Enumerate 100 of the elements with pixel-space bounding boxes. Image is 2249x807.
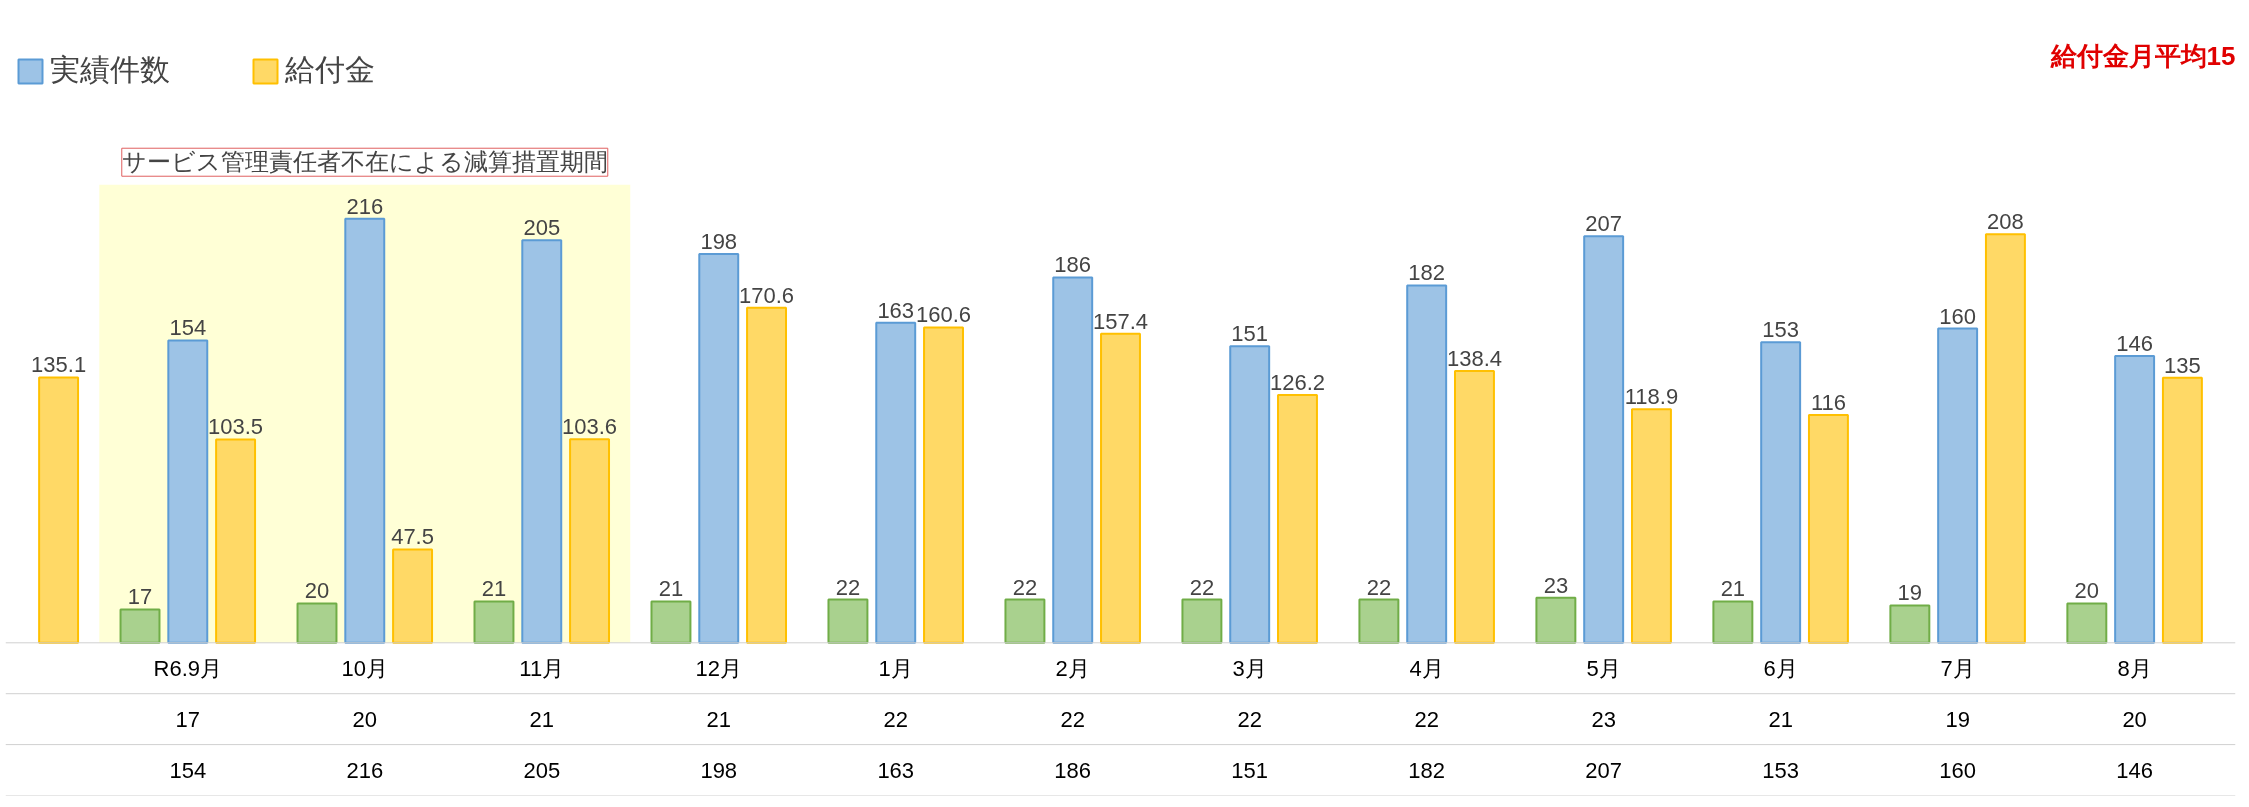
bar — [1358, 598, 1400, 644]
bar — [1181, 598, 1223, 644]
bar — [746, 306, 787, 644]
x-tick-label: 5月 — [1586, 655, 1621, 681]
bar — [296, 602, 338, 644]
bar — [38, 376, 80, 644]
bar — [1100, 332, 1141, 644]
text: 153 — [1762, 317, 1800, 343]
text: 198 — [700, 228, 738, 254]
text: 17 — [127, 584, 153, 610]
data-label: 151 — [1231, 757, 1269, 783]
bar — [1889, 604, 1931, 644]
data-label: 103.5 — [208, 414, 264, 440]
bar — [1712, 600, 1754, 644]
data-label: 47.5 — [391, 524, 434, 550]
bar — [215, 438, 257, 644]
bar — [875, 321, 917, 644]
bar — [650, 600, 692, 644]
text: 20 — [2074, 578, 2100, 604]
bar — [2161, 376, 2203, 644]
data-label: 160 — [1939, 757, 1976, 783]
bar — [521, 239, 563, 644]
bar — [1406, 284, 1448, 644]
bar — [698, 252, 740, 644]
bar — [1984, 233, 2026, 644]
data-label: 22 — [883, 706, 908, 732]
data-label: 103.6 — [562, 414, 618, 440]
bar — [167, 339, 209, 644]
bar — [473, 600, 515, 644]
bar — [1937, 327, 1979, 644]
text: 19 — [1897, 580, 1923, 606]
data-label: 138.4 — [1446, 345, 1502, 371]
x-tick-label: 10月 — [341, 655, 389, 681]
text: 21 — [658, 576, 684, 602]
text: 205 — [523, 215, 561, 241]
data-label: 116 — [1810, 389, 1846, 415]
bar — [923, 326, 964, 644]
bar — [1630, 408, 1672, 644]
data-label: 157.4 — [1092, 308, 1149, 334]
data-label: 118.9 — [1624, 384, 1679, 410]
data-label: 21 — [706, 706, 731, 732]
text: 22 — [835, 574, 861, 600]
text: 154 — [169, 315, 207, 341]
text: 160 — [1939, 303, 1976, 329]
x-tick-label: 11月 — [519, 655, 565, 681]
x-tick-label: 3月 — [1232, 655, 1267, 681]
data-label: 135.1 — [31, 352, 87, 378]
band-label: サービス管理責任者不在による減算措置期間 — [121, 148, 608, 177]
data-label: 126.2 — [1269, 369, 1326, 395]
data-label: 19 — [1945, 706, 1970, 732]
text: 21 — [1720, 576, 1746, 602]
x-tick-label: 8月 — [2117, 655, 2152, 681]
text: 163 — [877, 297, 915, 323]
x-tick-label: 12月 — [695, 655, 742, 681]
bar — [1277, 393, 1318, 644]
text: 186 — [1054, 252, 1092, 278]
bar — [827, 598, 869, 644]
data-label: 205 — [523, 757, 561, 783]
legend-label: 給付金 — [285, 52, 375, 88]
data-label: 22 — [1237, 706, 1262, 732]
x-tick-label: 6月 — [1763, 655, 1798, 681]
bar — [392, 548, 434, 644]
bar — [1760, 341, 1802, 644]
bar — [2066, 602, 2108, 644]
text: 182 — [1408, 260, 1446, 286]
bar — [2114, 355, 2156, 644]
x-tick-label: 2月 — [1055, 655, 1090, 681]
legend-label: 実績件数 — [50, 52, 170, 88]
data-label: 21 — [1768, 706, 1793, 732]
data-label: 154 — [169, 757, 207, 783]
bar — [1052, 276, 1094, 644]
data-label: 207 — [1585, 757, 1623, 783]
data-label: 208 — [1987, 209, 2024, 235]
data-label: 135 — [2164, 352, 2201, 378]
data-label: 198 — [700, 757, 738, 783]
x-tick-label: 1月 — [878, 655, 913, 681]
bar — [569, 438, 611, 644]
text: 23 — [1543, 572, 1569, 598]
bar — [1454, 370, 1495, 644]
bar — [1229, 345, 1271, 644]
text: 22 — [1366, 574, 1392, 600]
text: 給付金月平均15 — [2049, 40, 2236, 71]
data-label: 160.6 — [915, 302, 972, 328]
x-tick-label: 7月 — [1940, 655, 1975, 681]
data-label: 163 — [877, 757, 915, 783]
text: 216 — [346, 193, 384, 219]
data-label: 146 — [2116, 757, 2153, 783]
data-label: 23 — [1591, 706, 1616, 732]
data-label: 153 — [1762, 757, 1800, 783]
data-label: 170.6 — [739, 282, 795, 308]
x-tick-label: R6.9月 — [153, 655, 223, 681]
text: 22 — [1189, 574, 1215, 600]
data-label: 22 — [1060, 706, 1085, 732]
text: 22 — [1012, 574, 1038, 600]
text: 146 — [2116, 331, 2153, 357]
data-label: 20 — [2122, 706, 2147, 732]
data-label: 21 — [529, 706, 555, 732]
data-label: 22 — [1414, 706, 1439, 732]
data-label: 20 — [352, 706, 378, 732]
x-tick-label: 4月 — [1409, 655, 1444, 681]
